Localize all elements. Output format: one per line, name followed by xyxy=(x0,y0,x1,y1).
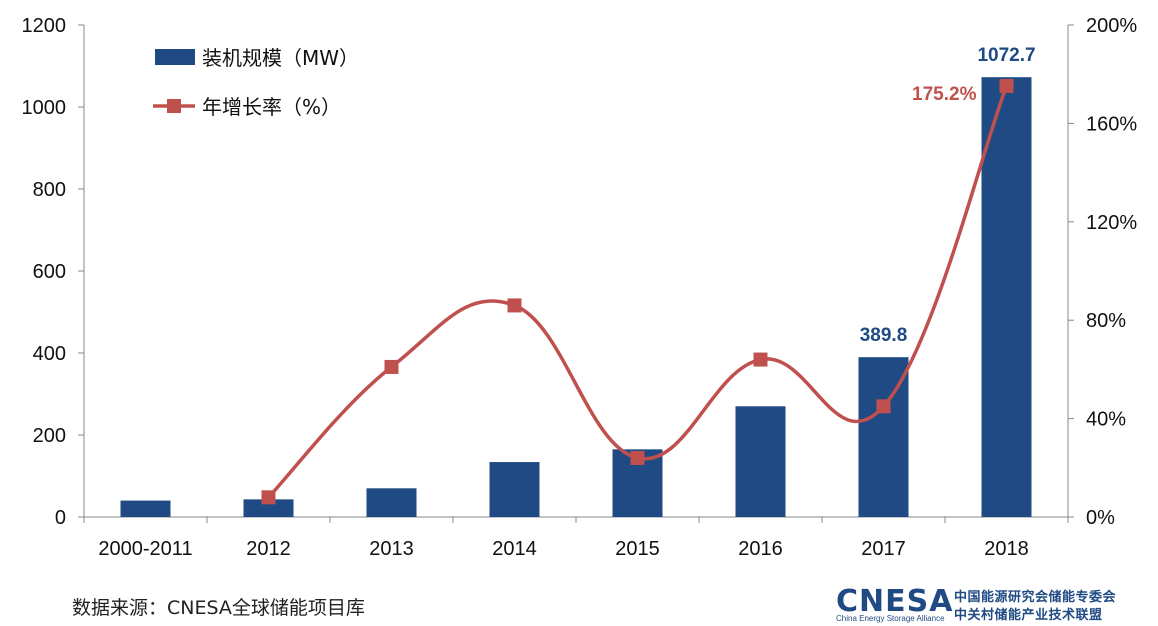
bar xyxy=(120,500,171,517)
x-tick-label: 2013 xyxy=(369,538,414,560)
left-tick-label: 800 xyxy=(33,179,66,201)
left-tick-label: 1200 xyxy=(22,15,67,37)
combo-chart: 0 200 400 600 800 1000 1200 0% 40% 80% 120% 160% 200… xyxy=(22,15,1138,560)
data-source-note: 数据来源：CNESA全球储能项目库 xyxy=(72,597,365,619)
left-tick-label: 400 xyxy=(33,343,66,365)
bar xyxy=(366,488,417,517)
growth-rate-point xyxy=(630,450,645,465)
bar xyxy=(735,406,786,517)
growth-rate-point xyxy=(507,298,522,313)
logo-chinese-name-2: 中关村储能产业技术联盟 xyxy=(954,608,1103,623)
logo-english-name: China Energy Storage Alliance xyxy=(836,614,945,623)
logo-chinese-name-1: 中国能源研究会储能专委会 xyxy=(954,590,1117,605)
legend-bar-label: 装机规模（MW） xyxy=(202,46,359,70)
right-tick-label: 0% xyxy=(1086,507,1115,529)
legend-bar-swatch xyxy=(155,49,195,65)
x-tick-label: 2012 xyxy=(246,538,291,560)
x-tick-label: 2018 xyxy=(984,538,1029,560)
bar xyxy=(243,499,294,517)
x-tick-label: 2014 xyxy=(492,538,537,560)
right-tick-label: 120% xyxy=(1086,212,1137,234)
logo-wordmark: CNESA xyxy=(836,584,954,619)
left-tick-label: 600 xyxy=(33,261,66,283)
x-tick-label: 2015 xyxy=(615,538,660,560)
x-tick-label: 2017 xyxy=(861,538,906,560)
left-tick-label: 1000 xyxy=(22,97,67,119)
legend-line-label: 年增长率（%） xyxy=(202,95,341,119)
right-tick-label: 80% xyxy=(1086,310,1126,332)
cnesa-logo: CNESA China Energy Storage Alliance 中国能源… xyxy=(836,584,1156,624)
data-label: 175.2% xyxy=(912,84,977,105)
left-tick-label: 0 xyxy=(55,507,66,529)
growth-rate-point xyxy=(876,399,891,414)
right-tick-label: 40% xyxy=(1086,409,1126,431)
growth-rate-point xyxy=(753,352,768,367)
legend-line-marker xyxy=(167,99,181,113)
left-tick-label: 200 xyxy=(33,425,66,447)
data-label: 1072.7 xyxy=(977,45,1035,66)
x-tick-label: 2016 xyxy=(738,538,783,560)
right-tick-label: 200% xyxy=(1086,15,1137,37)
bar xyxy=(981,77,1032,518)
growth-rate-point xyxy=(384,359,399,374)
bar xyxy=(489,462,540,517)
x-tick-label: 2000-2011 xyxy=(98,538,192,560)
right-tick-label: 160% xyxy=(1086,113,1137,135)
data-label: 389.8 xyxy=(860,325,908,346)
growth-rate-point xyxy=(261,490,276,505)
growth-rate-point xyxy=(999,79,1014,94)
